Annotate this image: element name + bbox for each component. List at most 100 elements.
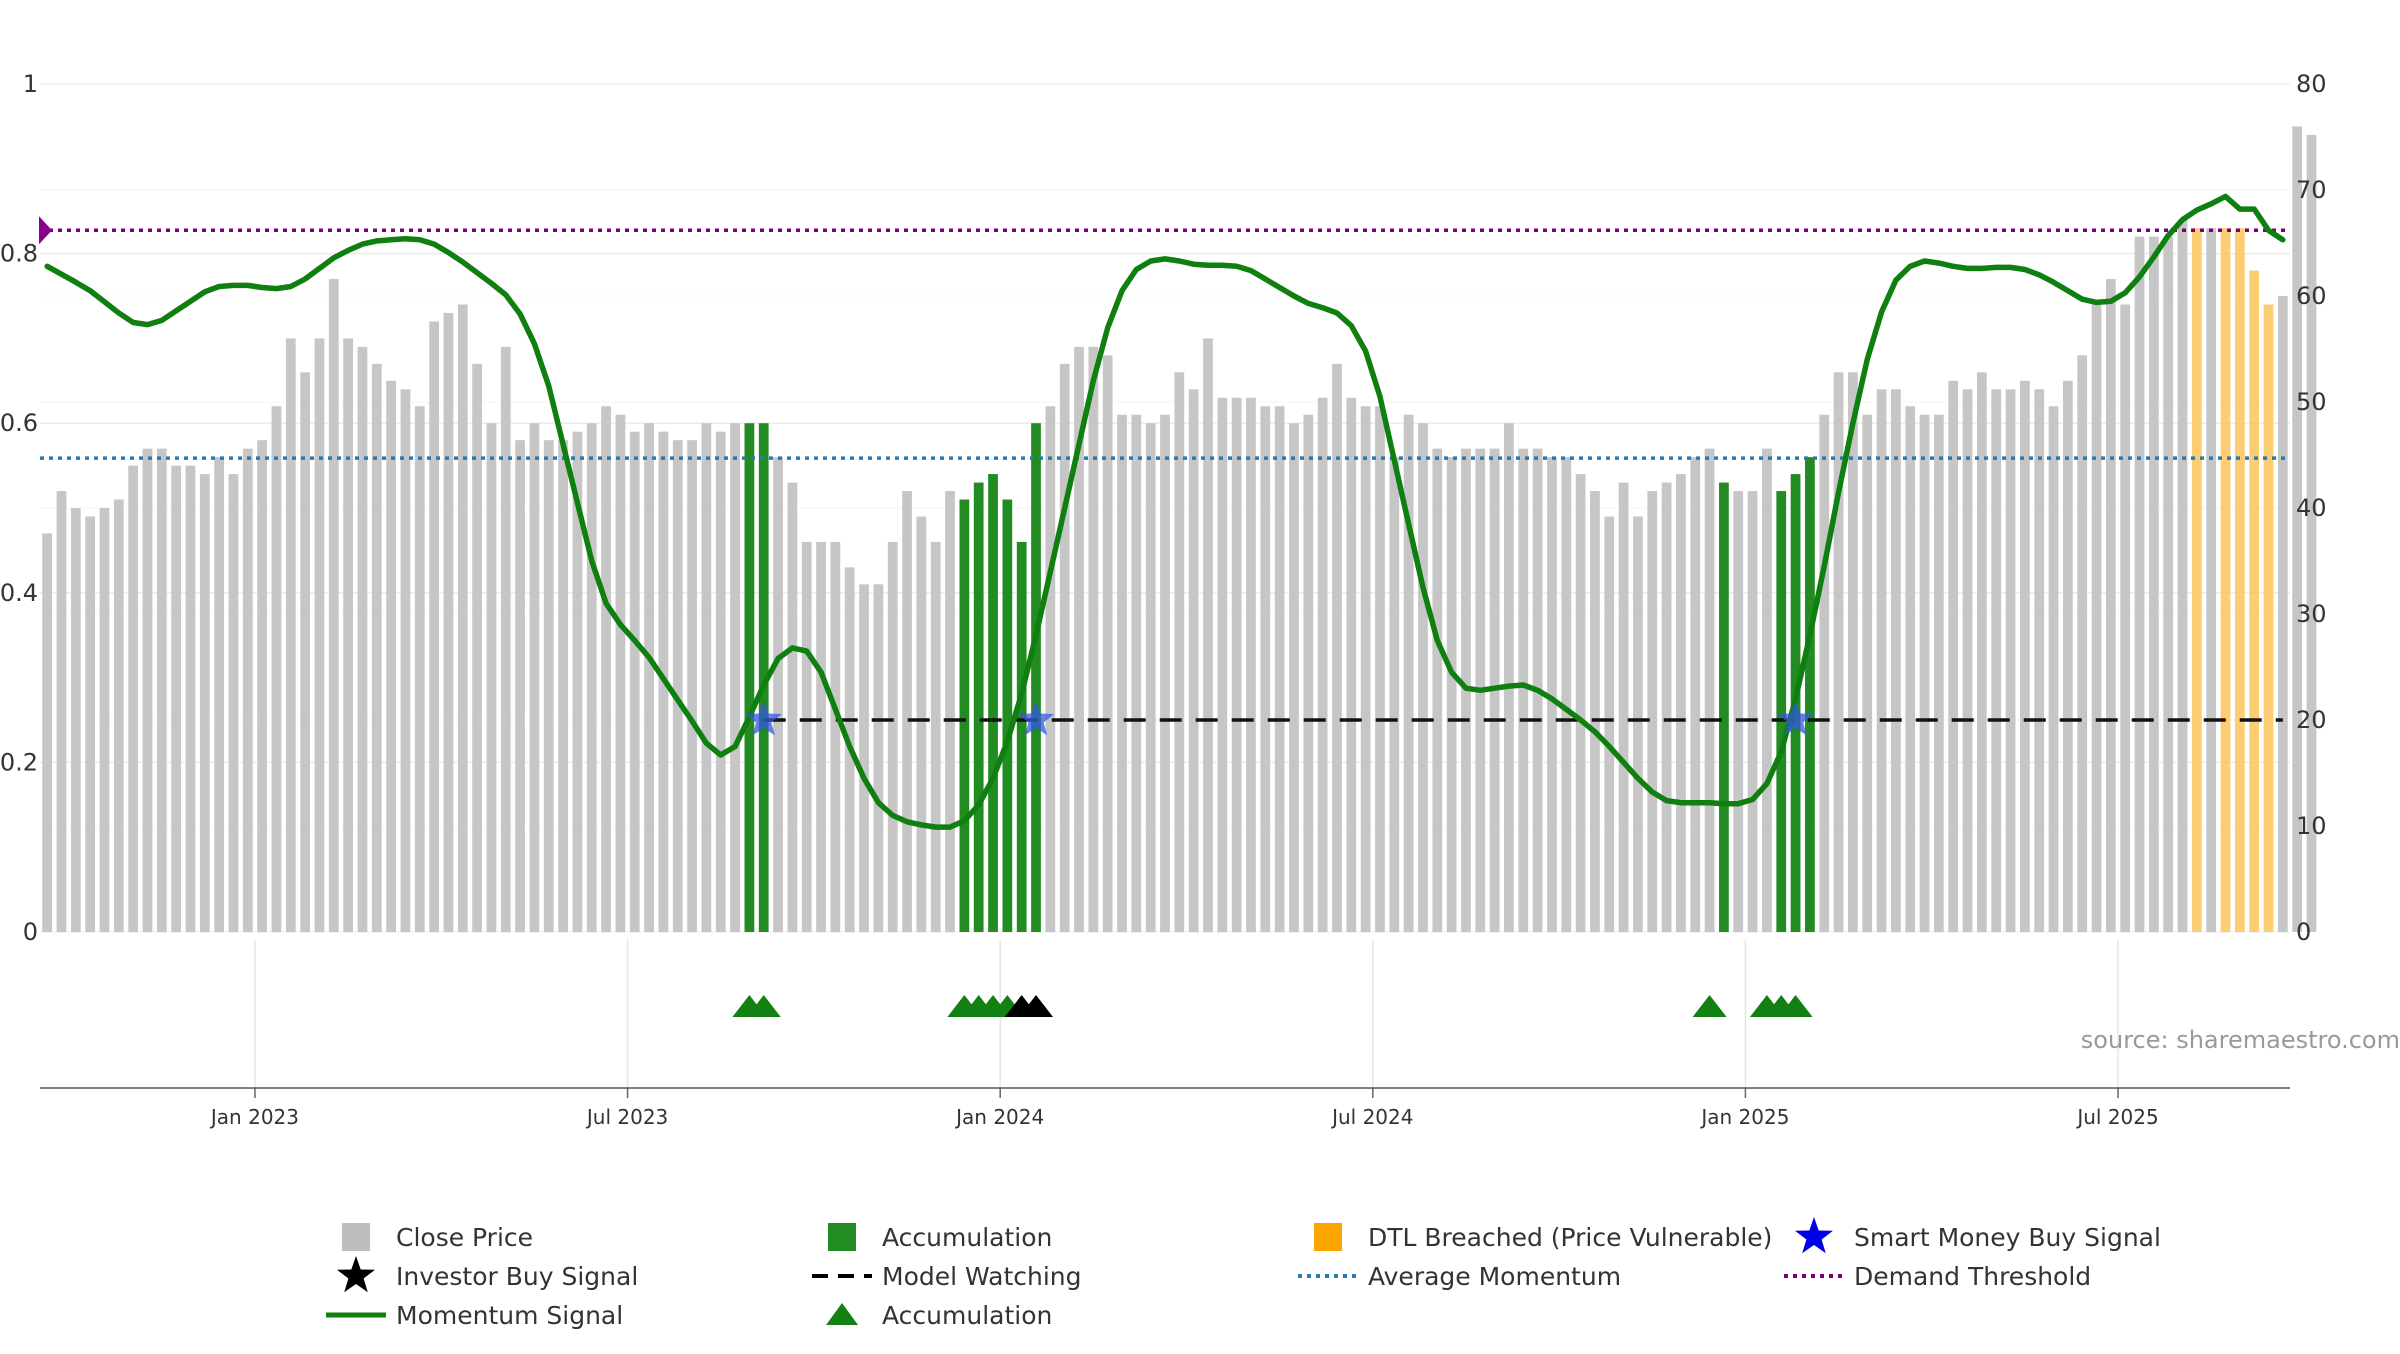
bar-close-price	[744, 423, 755, 932]
bar-close-price	[2134, 236, 2145, 932]
bar-close-price	[242, 448, 253, 932]
legend-label: DTL Breached (Price Vulnerable)	[1368, 1223, 1772, 1252]
accumulation-marker	[1778, 995, 1813, 1017]
bar-close-price	[1031, 423, 1041, 932]
bar-close-price	[572, 431, 583, 932]
bar-close-price	[300, 372, 310, 932]
bar-close-price	[1561, 457, 1572, 932]
bar-close-price	[1289, 423, 1299, 932]
smart-money-buy-star	[745, 701, 782, 736]
legend-label: Model Watching	[882, 1262, 1082, 1291]
bar-close-price	[1088, 346, 1099, 932]
bar-close-price	[199, 474, 210, 932]
bar-close-price	[1676, 474, 1686, 932]
right-tick-label: 0	[2296, 918, 2311, 946]
bar-close-price	[1418, 423, 1428, 932]
bar-close-price	[357, 346, 368, 932]
bar-close-price	[314, 338, 325, 932]
bar-close-price	[414, 406, 425, 932]
left-tick-label: 0	[23, 918, 38, 946]
bar-close-price	[1919, 414, 1930, 933]
lines-layer	[39, 193, 2290, 830]
bar-close-price	[1246, 397, 1256, 932]
bar-close-price	[1002, 499, 1013, 932]
bar-close-price	[601, 406, 611, 932]
bar-close-price	[2020, 380, 2030, 932]
legend-swatch-investor-buy-signal	[337, 1256, 375, 1293]
bar-close-price	[2234, 228, 2245, 932]
bar-close-price	[1160, 414, 1170, 933]
bar-close-price	[687, 440, 697, 932]
bar-close-price	[1948, 380, 1959, 932]
x-tick-label: Jul 2025	[2075, 1105, 2158, 1129]
legend-label: Accumulation	[882, 1223, 1052, 1252]
bar-close-price	[343, 338, 353, 932]
bar-close-price	[2062, 380, 2073, 932]
bar-close-price	[400, 389, 411, 932]
bar-close-price	[500, 346, 511, 932]
momentum-signal-line	[44, 193, 2286, 830]
bar-close-price	[629, 431, 640, 932]
right-tick-label: 40	[2296, 494, 2327, 522]
bar-close-price	[1977, 372, 1987, 932]
bar-close-price	[1045, 406, 1056, 932]
bar-close-price	[371, 363, 382, 933]
bar-close-price	[644, 423, 654, 932]
x-tick-label: Jul 2023	[585, 1105, 668, 1129]
bar-close-price	[2105, 279, 2116, 932]
bar-close-price	[1805, 457, 1815, 932]
bar-close-price	[758, 423, 769, 932]
bar-close-price	[1776, 491, 1787, 932]
bar-close-price	[70, 508, 81, 932]
bar-close-price	[2077, 355, 2088, 932]
bar-close-price	[1375, 406, 1385, 932]
bar-close-price	[2306, 134, 2317, 932]
accumulation-marker	[1692, 995, 1727, 1017]
legend-label: Close Price	[396, 1223, 533, 1252]
bar-close-price	[486, 423, 497, 932]
bar-close-price	[1848, 372, 1858, 932]
bar-close-price	[1876, 389, 1887, 932]
bar-close-price	[2206, 228, 2217, 932]
bar-close-price	[271, 406, 282, 932]
bar-close-price	[887, 541, 898, 932]
legend-label: Momentum Signal	[396, 1301, 623, 1330]
bar-close-price	[859, 584, 869, 932]
bar-close-price	[2292, 126, 2303, 932]
legend-label: Smart Money Buy Signal	[1854, 1223, 2161, 1252]
bar-close-price	[1145, 423, 1156, 932]
right-tick-label: 30	[2296, 600, 2327, 628]
bar-close-price	[285, 338, 296, 932]
bar-close-price	[529, 423, 540, 932]
bars-layer	[42, 126, 2317, 933]
bar-close-price	[2263, 304, 2274, 933]
bar-close-price	[85, 516, 96, 932]
right-tick-label: 20	[2296, 706, 2327, 734]
bar-close-price	[228, 474, 239, 932]
bar-close-price	[1962, 389, 1973, 932]
bar-close-price	[916, 516, 927, 932]
bar-close-price	[1647, 491, 1658, 932]
bar-close-price	[715, 431, 726, 932]
legend-label: Investor Buy Signal	[396, 1262, 638, 1291]
bar-close-price	[1504, 423, 1514, 932]
bar-close-price	[988, 474, 998, 932]
bar-close-price	[429, 321, 439, 932]
bar-close-price	[773, 457, 783, 932]
bar-close-price	[2048, 406, 2059, 932]
bar-close-price	[816, 541, 826, 932]
bar-close-price	[1690, 457, 1701, 932]
bar-close-price	[1346, 397, 1357, 932]
right-tick-label: 70	[2296, 176, 2327, 204]
bar-close-price	[1016, 541, 1027, 932]
bar-close-price	[1719, 482, 1729, 932]
bar-close-price	[443, 312, 454, 933]
legend-label: Accumulation	[882, 1301, 1052, 1330]
legend-swatch-accumulation	[826, 1303, 858, 1325]
left-tick-label: 0.6	[0, 409, 38, 437]
bar-close-price	[1260, 406, 1271, 932]
bar-close-price	[1747, 491, 1758, 932]
legend-swatch-dtl-breached-price-vulnerable	[1314, 1223, 1342, 1251]
bar-close-price	[1891, 389, 1901, 932]
